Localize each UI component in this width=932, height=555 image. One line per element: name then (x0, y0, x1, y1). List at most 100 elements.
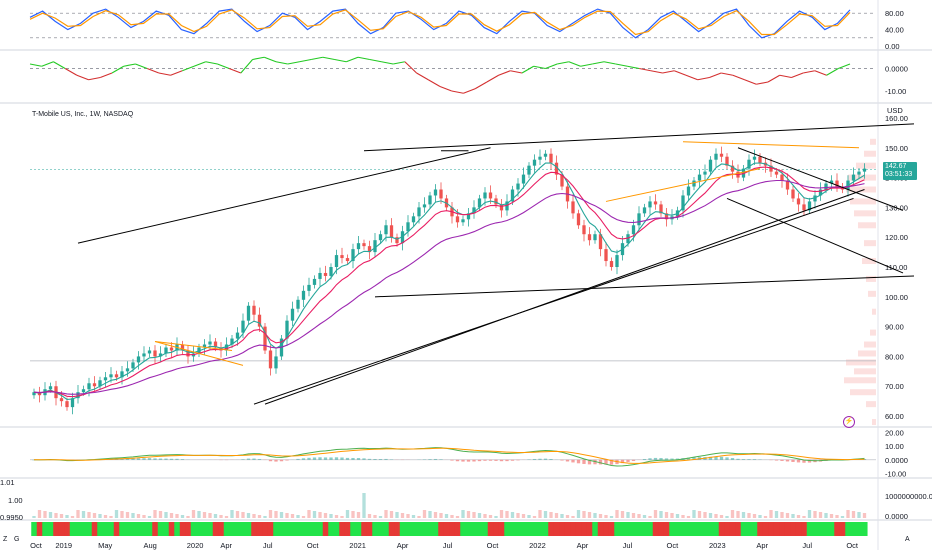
candle-body (703, 172, 706, 175)
trend-status-cell (213, 522, 219, 536)
momentum-segment (30, 64, 42, 66)
candle-body (456, 216, 459, 222)
candle-body (93, 383, 96, 386)
momentum-segment (592, 62, 604, 64)
trend-status-cell (680, 522, 686, 536)
macd-histogram-bar (296, 459, 299, 460)
macd-histogram-bar (302, 458, 305, 459)
volume-profile-bar (858, 222, 876, 228)
macd-histogram-bar (142, 458, 145, 460)
momentum-segment (217, 64, 229, 69)
volume-bar (104, 515, 107, 518)
macd-histogram-bar (450, 460, 453, 461)
momentum-segment (709, 73, 721, 78)
candle-body (720, 154, 723, 157)
flash-alert-icon[interactable]: ⚡ (843, 416, 855, 428)
auto-scale-label[interactable]: A (905, 536, 910, 543)
momentum-segment (815, 71, 827, 76)
volume-bar (775, 511, 778, 518)
trend-status-cell (312, 522, 318, 536)
timezone-zoom-label[interactable]: Z (3, 536, 7, 543)
countdown-timer: 03:51:33 (885, 171, 915, 179)
volume-bar (142, 515, 145, 518)
go-to-date-label[interactable]: G (14, 536, 19, 543)
volume-bar (335, 515, 338, 518)
macd-histogram-bar (780, 460, 783, 461)
macd-histogram-bar (489, 460, 492, 461)
trend-status-cell (521, 522, 527, 536)
volume-bar (505, 511, 508, 518)
trend-status-cell (796, 522, 802, 536)
momentum-segment (393, 62, 405, 64)
trend-status-cell (323, 522, 329, 536)
momentum-segment (674, 71, 686, 76)
volume-bar (76, 510, 79, 518)
volume-bar (621, 511, 624, 518)
macd-histogram-bar (731, 458, 734, 460)
volume-bar (500, 510, 503, 518)
trend-status-cell (466, 522, 472, 536)
candle-body (533, 160, 536, 166)
volume-bar (604, 515, 607, 518)
trend-status-cell (97, 522, 103, 536)
trend-status-cell (664, 522, 670, 536)
volume-bar (698, 511, 701, 518)
trend-status-cell (268, 522, 274, 536)
trend-status-cell (361, 522, 367, 536)
momentum-segment (53, 62, 65, 69)
volume-bar (43, 511, 46, 518)
volume-bar (153, 510, 156, 518)
trend-status-cell (422, 522, 428, 536)
volume-profile-bar (850, 389, 876, 395)
macd-histogram-bar (654, 458, 657, 460)
trend-status-cell (191, 522, 197, 536)
volume-bar (395, 512, 398, 518)
trend-status-cell (92, 522, 98, 536)
volume-bar (32, 516, 35, 518)
momentum-segment (768, 75, 780, 82)
macd-histogram-bar (340, 457, 343, 459)
candle-body (489, 192, 492, 198)
candle-body (615, 255, 618, 267)
trend-status-cell (625, 522, 631, 536)
macd-tick-label: 0.0000 (885, 456, 908, 465)
volume-bar (423, 510, 426, 518)
trend-status-cell (587, 522, 593, 536)
candle-body (824, 184, 827, 190)
momentum-segment (463, 89, 475, 94)
volume-bar (126, 512, 129, 518)
trend-status-cell (554, 522, 560, 536)
trend-status-cell (328, 522, 334, 536)
trend-status-cell (317, 522, 323, 536)
momentum-segment (112, 66, 124, 73)
momentum-segment (803, 71, 815, 73)
macd-histogram-bar (181, 459, 184, 460)
momentum-segment (745, 80, 757, 85)
time-axis-label: Jul (443, 541, 453, 550)
macd-histogram-bar (329, 457, 332, 459)
trend-status-cell (713, 522, 719, 536)
candle-body (417, 207, 420, 216)
volume-bar (769, 510, 772, 518)
trend-status-cell (31, 522, 37, 536)
volume-bar (401, 513, 404, 518)
trend-status-cell (75, 522, 81, 536)
trend-status-cell (202, 522, 208, 536)
macd-histogram-bar (665, 458, 668, 459)
macd-histogram-bar (632, 460, 635, 461)
price-tick-label: 160.00 (885, 114, 908, 123)
candle-body (291, 309, 294, 321)
volume-bar (115, 510, 118, 518)
candle-body (390, 225, 393, 237)
macd-histogram-bar (252, 459, 255, 460)
trend-status-cell (438, 522, 444, 536)
momentum-segment (569, 62, 581, 67)
candle-body (775, 172, 778, 175)
trend-status-cell (81, 522, 87, 536)
volume-bar (368, 514, 371, 518)
volume-bar (731, 510, 734, 518)
volume-bar (588, 512, 591, 518)
macd-histogram-bar (791, 460, 794, 462)
volume-bar (720, 515, 723, 518)
